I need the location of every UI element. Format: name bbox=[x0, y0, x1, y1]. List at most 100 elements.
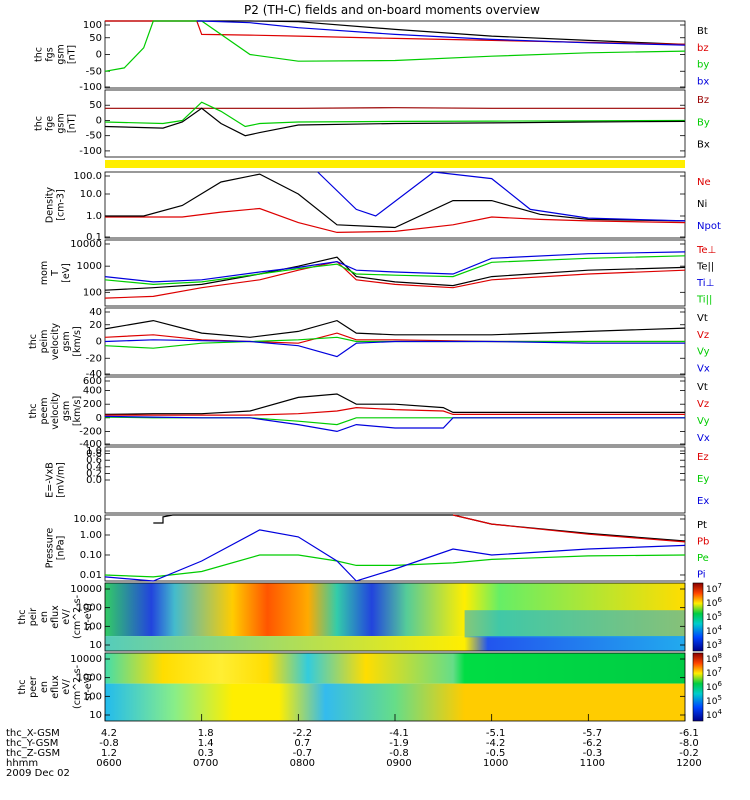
y-axis-label-line: [eV] bbox=[61, 263, 72, 283]
y-tick-label: 0.10 bbox=[80, 550, 102, 561]
y-tick-label: -400 bbox=[79, 439, 102, 450]
y-axis-label-line: E=-VxB bbox=[45, 462, 56, 497]
legend-entry: Vy bbox=[697, 416, 710, 427]
y-tick-label: 0 bbox=[96, 115, 102, 126]
y-tick-label: 600 bbox=[83, 376, 102, 387]
y-axis-label-line: fge bbox=[45, 116, 56, 131]
series-Npot-line bbox=[317, 171, 686, 222]
y-tick-label: 400 bbox=[83, 386, 102, 397]
y-axis-label-line: eV/ bbox=[61, 678, 72, 694]
legend-entry: Vz bbox=[697, 399, 709, 410]
panel-temperature: 10000 1000 100 mom T [eV] Te⊥ Te|| Ti⊥ Ti|| bbox=[39, 239, 716, 307]
legend-entry: By bbox=[697, 117, 710, 128]
y-tick-label: -40 bbox=[86, 369, 102, 380]
y-tick-label: 10000 bbox=[70, 654, 102, 665]
y-axis-label-line: (cm^2-s- bbox=[72, 665, 83, 709]
colorbar-tick-label: 103 bbox=[706, 638, 722, 651]
y-axis-label-line: thc bbox=[28, 334, 39, 349]
y-tick-label: 0.1 bbox=[86, 232, 102, 243]
y-tick-label: -50 bbox=[86, 131, 102, 142]
y-axis-label-line: peem bbox=[39, 398, 50, 425]
y-axis-label-line: eflux bbox=[50, 605, 61, 629]
y-tick-label: 10.00 bbox=[73, 514, 102, 525]
colorbar-tick-label: 108 bbox=[706, 652, 722, 665]
y-axis-label-line: eflux bbox=[50, 675, 61, 699]
legend-entry: Vx bbox=[697, 363, 710, 374]
y-tick-label: 100 bbox=[83, 691, 102, 702]
y-axis-label-line: eV/ bbox=[61, 608, 72, 624]
series-Vx-line bbox=[104, 415, 685, 433]
series-Ne-line bbox=[105, 207, 686, 234]
footer-value: 0700 bbox=[193, 758, 218, 769]
y-axis-label-line: velocity bbox=[50, 323, 61, 361]
colorbar-tick-label: 104 bbox=[706, 624, 722, 637]
legend-entry: Bt bbox=[697, 26, 708, 37]
y-tick-label: 10000 bbox=[70, 239, 102, 250]
colorbar bbox=[692, 652, 704, 722]
y-axis-label: thc peir en eflux eV/(cm^2-s-sr-eV) bbox=[17, 595, 94, 639]
legend-entry: Ez bbox=[697, 452, 709, 463]
footer-value: -0.2 bbox=[679, 748, 699, 759]
y-axis-label-line: en bbox=[39, 611, 50, 623]
y-tick-label: 40 bbox=[89, 307, 102, 318]
y-tick-label: 0 bbox=[96, 413, 102, 424]
legend-entry: Ne bbox=[697, 177, 711, 188]
footer-row-label: thc_X-GSM bbox=[6, 728, 60, 739]
colorbar-tick-label: 105 bbox=[706, 694, 722, 707]
footer-value: -0.3 bbox=[583, 748, 603, 759]
legend-entry: bz bbox=[697, 43, 709, 54]
footer-row-label: thc_Y-GSM bbox=[6, 738, 58, 749]
y-tick-label: 100.0 bbox=[73, 171, 102, 182]
series-by-line bbox=[104, 20, 686, 72]
y-tick-label: 0.0 bbox=[86, 475, 102, 486]
series-Pb-line bbox=[452, 514, 686, 543]
y-tick-label: 1000 bbox=[77, 603, 102, 614]
y-tick-label: 0.8 bbox=[86, 449, 102, 460]
series-Vz-line bbox=[105, 406, 685, 416]
y-axis-label: E=-VxB [mV/m] bbox=[45, 462, 67, 498]
y-axis-label-line: thc bbox=[17, 610, 28, 625]
series-Pi-line bbox=[104, 529, 686, 582]
y-tick-label: 1000 bbox=[77, 261, 102, 272]
y-tick-label: 0 bbox=[96, 337, 102, 348]
footer-value: 1.8 bbox=[198, 728, 214, 739]
legend-entry: Ey bbox=[697, 474, 709, 485]
y-axis-label-line: velocity bbox=[50, 392, 61, 430]
series-Pt-line bbox=[153, 514, 686, 542]
footer-value: -0.8 bbox=[389, 748, 409, 759]
y-axis-label: thc peem velocity gsm [km/s] bbox=[28, 392, 83, 430]
y-tick-label: 50 bbox=[89, 100, 102, 111]
y-axis-label: thc peer en eflux eV/(cm^2-s-sr-eV) bbox=[17, 665, 94, 709]
footer-value: 0800 bbox=[290, 758, 315, 769]
y-tick-label: 0.4 bbox=[86, 462, 102, 473]
panel-frame bbox=[104, 446, 686, 514]
footer-value: -6.1 bbox=[679, 728, 699, 739]
y-axis-label-line: thc bbox=[17, 680, 28, 695]
legend-entry: Pb bbox=[697, 537, 709, 548]
y-tick-label: 1000 bbox=[77, 673, 102, 684]
legend-entry: Bz bbox=[697, 95, 709, 106]
y-tick-label: 20 bbox=[89, 320, 102, 331]
y-axis-label-line: en bbox=[39, 681, 50, 693]
footer-value: 1100 bbox=[580, 758, 605, 769]
footer-value: 0600 bbox=[96, 758, 121, 769]
y-axis-label-line: [km/s] bbox=[72, 326, 83, 356]
y-axis-label-line: sr-eV) bbox=[83, 673, 94, 701]
y-axis-label-line: [mV/m] bbox=[56, 462, 67, 498]
colorbar-tick-label: 107 bbox=[706, 582, 722, 595]
y-tick-label: 0 bbox=[96, 50, 102, 61]
y-axis-label-line: [nT] bbox=[67, 45, 78, 64]
series-Vt-line bbox=[104, 393, 685, 415]
panel-pressure: 10.00 1.00 0.10 0.01 Pressure [nPa] Pt Pb Pe Pi bbox=[45, 514, 709, 582]
panel-frame bbox=[104, 89, 686, 158]
spectrogram-fill-low bbox=[105, 636, 685, 651]
y-axis-label: thc fge gsm [nT] bbox=[34, 113, 78, 133]
series-Bx-line bbox=[104, 107, 686, 137]
y-axis-label-line: (cm^2-s- bbox=[72, 595, 83, 639]
colorbar bbox=[692, 582, 704, 652]
y-axis-label-line: gsm bbox=[61, 331, 72, 351]
y-tick-label: 200 bbox=[83, 399, 102, 410]
footer-value: 0900 bbox=[386, 758, 411, 769]
y-tick-label: 50 bbox=[89, 33, 102, 44]
